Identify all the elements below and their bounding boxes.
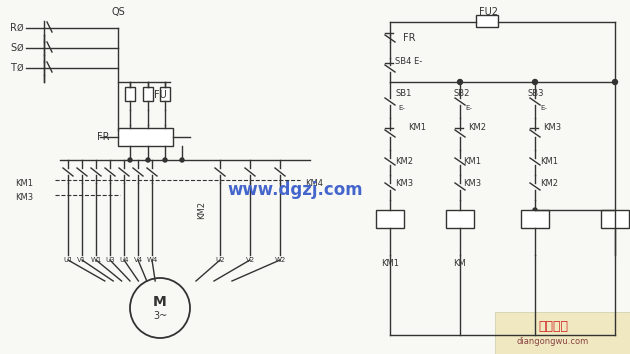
Text: KM3: KM3 <box>15 193 33 201</box>
Text: V1: V1 <box>77 257 87 263</box>
Text: 3~: 3~ <box>153 311 167 321</box>
Text: KM3: KM3 <box>395 178 413 188</box>
Circle shape <box>146 158 150 162</box>
Text: M: M <box>153 295 167 309</box>
Text: V4: V4 <box>134 257 142 263</box>
Text: KM3: KM3 <box>543 124 561 132</box>
Text: W4: W4 <box>146 257 158 263</box>
Text: U1: U1 <box>63 257 73 263</box>
Text: U2: U2 <box>215 257 225 263</box>
Text: KM4: KM4 <box>305 178 323 188</box>
Bar <box>376 210 404 228</box>
Text: KM1: KM1 <box>408 124 426 132</box>
Text: S: S <box>10 43 16 53</box>
Text: SB1: SB1 <box>395 88 411 97</box>
Text: diangongwu.com: diangongwu.com <box>517 337 589 347</box>
Text: Ø: Ø <box>16 44 23 52</box>
Text: FU2: FU2 <box>479 7 498 17</box>
Text: W2: W2 <box>275 257 285 263</box>
Text: QS: QS <box>111 7 125 17</box>
Text: FR: FR <box>403 33 415 43</box>
Text: E-: E- <box>540 105 547 111</box>
Text: SB3: SB3 <box>528 88 544 97</box>
Text: KM1: KM1 <box>540 158 558 166</box>
Text: Ø: Ø <box>16 23 23 33</box>
Text: KM3: KM3 <box>463 178 481 188</box>
Circle shape <box>457 80 462 85</box>
Bar <box>495 312 630 354</box>
Text: E-: E- <box>398 105 405 111</box>
Text: KM: KM <box>454 258 466 268</box>
Text: KM1: KM1 <box>15 178 33 188</box>
Circle shape <box>128 158 132 162</box>
Text: www.dgzj.com: www.dgzj.com <box>227 181 363 199</box>
Bar <box>160 87 170 101</box>
Bar <box>143 87 153 101</box>
Text: KM2: KM2 <box>197 201 207 219</box>
Bar <box>521 210 549 228</box>
Text: E-: E- <box>465 105 472 111</box>
Text: FR: FR <box>98 132 110 142</box>
Bar <box>446 210 474 228</box>
Text: R: R <box>10 23 17 33</box>
Bar <box>601 210 629 228</box>
Text: KM2: KM2 <box>395 158 413 166</box>
Text: T: T <box>10 63 16 73</box>
Text: KM1: KM1 <box>463 158 481 166</box>
Text: SB2: SB2 <box>453 88 469 97</box>
Text: U4: U4 <box>119 257 129 263</box>
Circle shape <box>532 80 537 85</box>
Text: V2: V2 <box>246 257 255 263</box>
Text: SB4 E-: SB4 E- <box>395 57 422 67</box>
Text: KM2: KM2 <box>540 178 558 188</box>
Circle shape <box>180 158 184 162</box>
Circle shape <box>163 158 167 162</box>
Text: U3: U3 <box>105 257 115 263</box>
Circle shape <box>533 208 537 212</box>
Bar <box>118 128 173 146</box>
Circle shape <box>612 80 617 85</box>
Text: Ø: Ø <box>16 63 23 73</box>
Bar <box>125 87 135 101</box>
Text: KM1: KM1 <box>381 258 399 268</box>
Text: 电工之屋: 电工之屋 <box>538 320 568 332</box>
Text: KM2: KM2 <box>468 124 486 132</box>
Text: FU: FU <box>154 90 166 100</box>
Text: W1: W1 <box>90 257 101 263</box>
Bar <box>476 15 498 27</box>
